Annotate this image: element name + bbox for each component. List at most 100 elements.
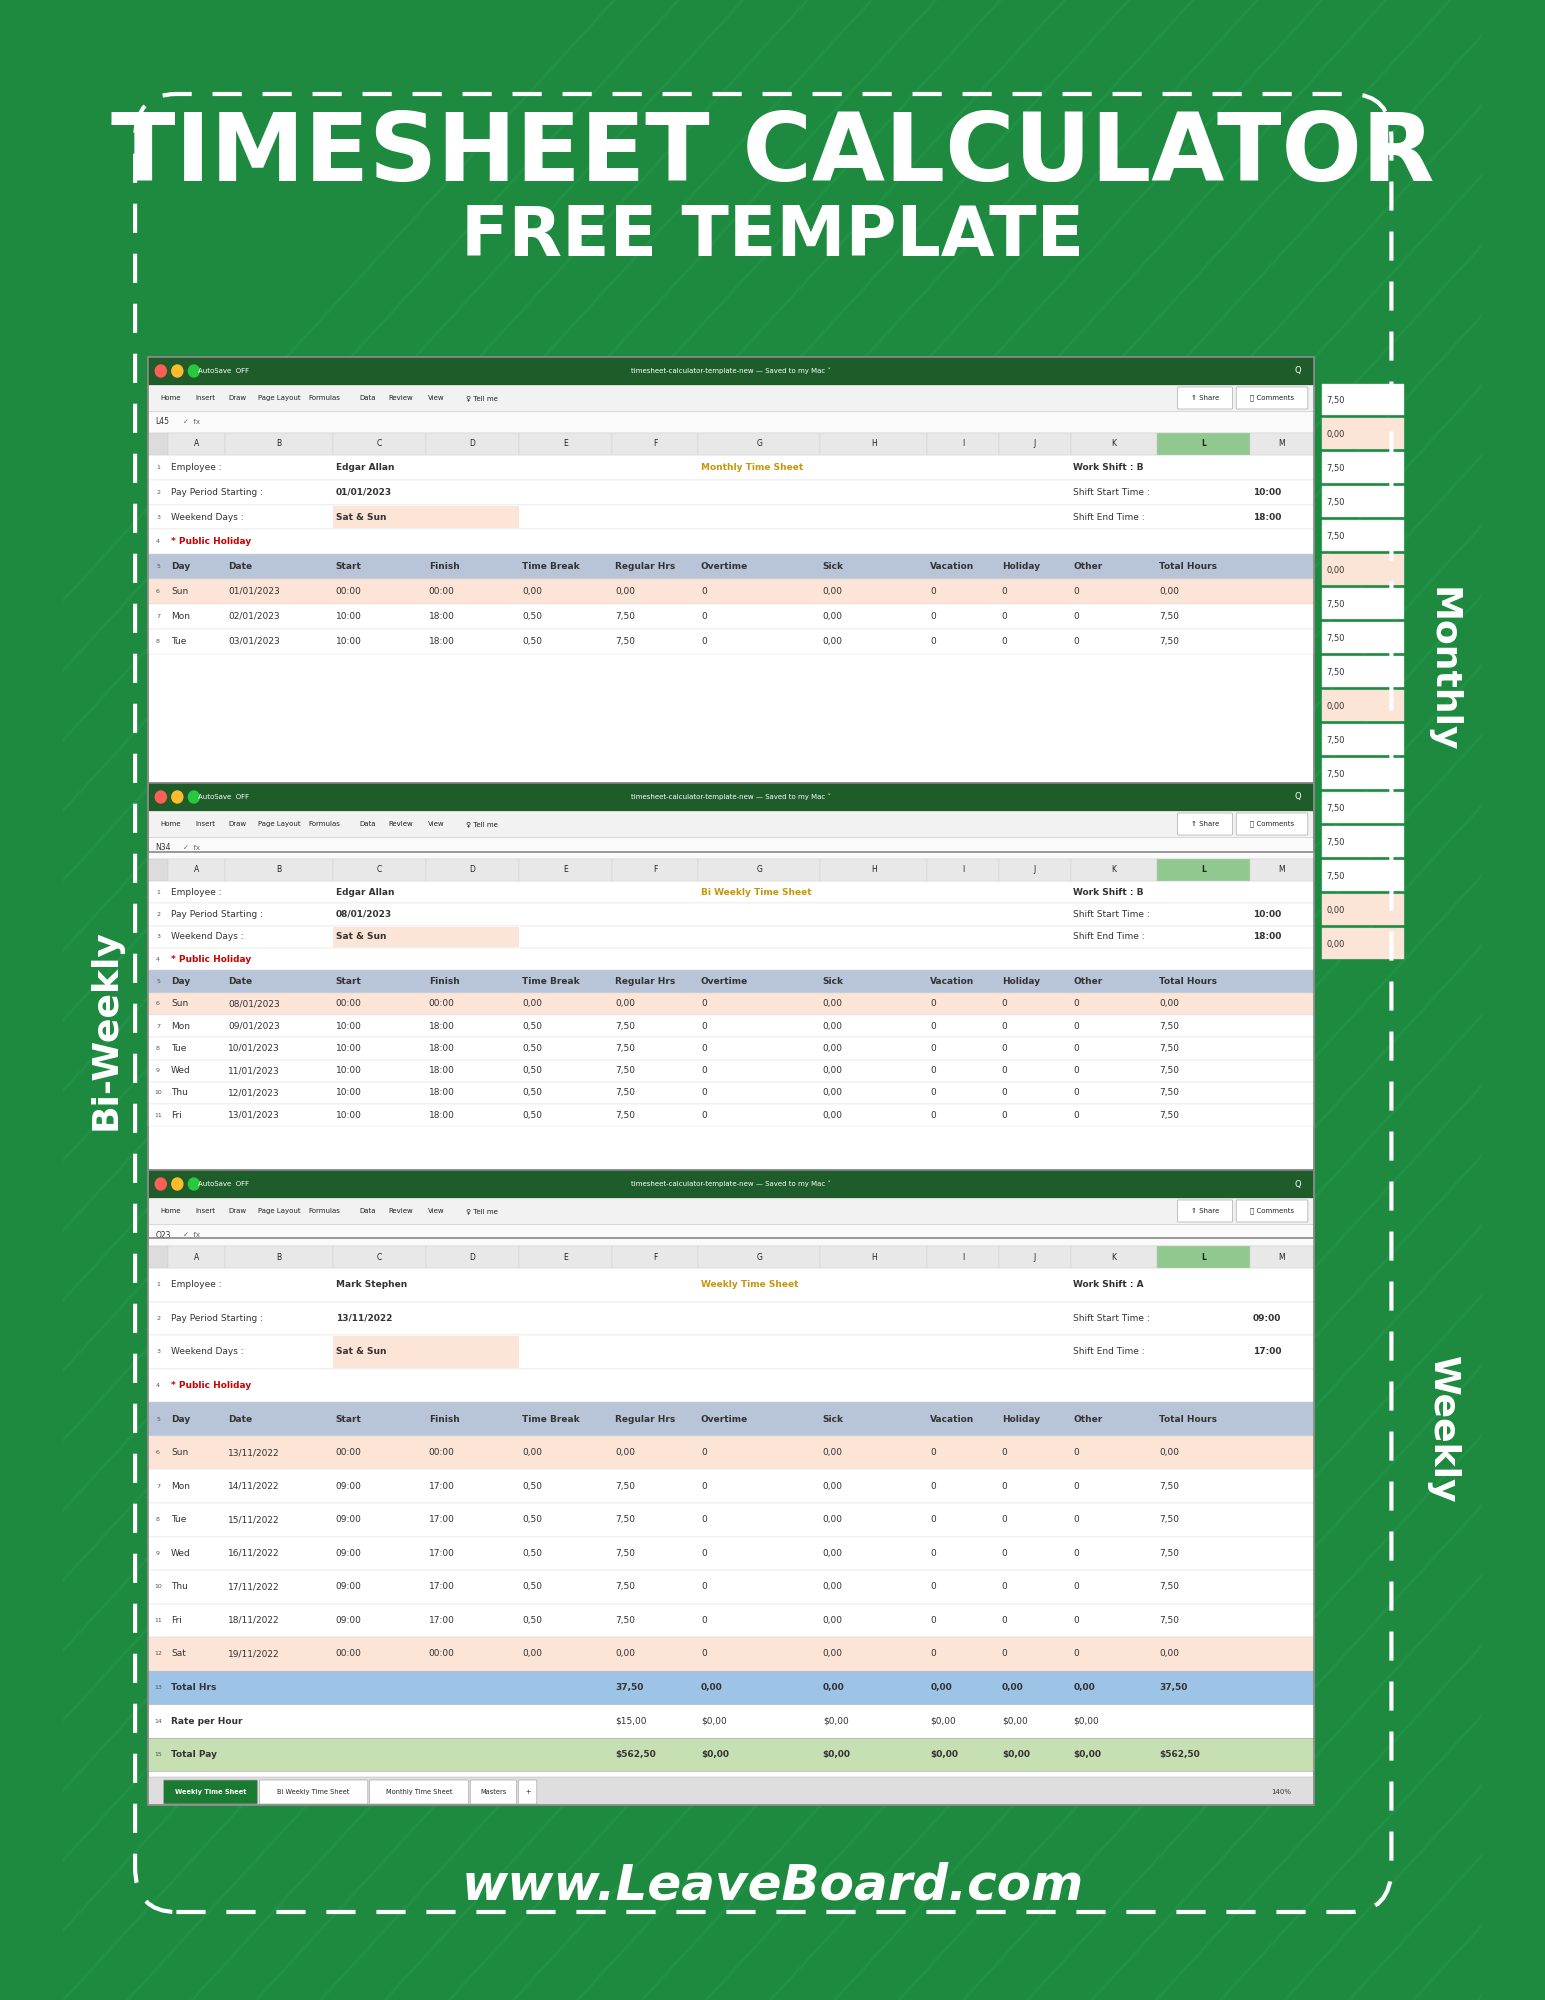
Text: $562,50: $562,50 — [615, 1750, 655, 1760]
Text: 0: 0 — [701, 1548, 706, 1558]
FancyBboxPatch shape — [148, 1368, 1315, 1402]
FancyBboxPatch shape — [1321, 860, 1404, 892]
Text: $0,00: $0,00 — [930, 1716, 956, 1726]
Text: ⎓ Comments: ⎓ Comments — [1250, 394, 1295, 402]
FancyBboxPatch shape — [148, 1502, 1315, 1536]
Text: 0: 0 — [701, 1650, 706, 1658]
Text: 6: 6 — [156, 1450, 161, 1456]
Text: 8: 8 — [156, 638, 161, 644]
Text: K: K — [1111, 440, 1115, 448]
Text: 0: 0 — [701, 586, 706, 596]
Text: ⇑ Share: ⇑ Share — [1191, 1208, 1219, 1214]
Text: O23: O23 — [156, 1230, 171, 1240]
Text: 0: 0 — [701, 1066, 706, 1076]
Text: 08/01/2023: 08/01/2023 — [335, 910, 392, 918]
FancyBboxPatch shape — [1071, 860, 1157, 880]
FancyBboxPatch shape — [148, 604, 1315, 628]
FancyBboxPatch shape — [148, 504, 1315, 530]
Text: 0,00: 0,00 — [701, 1684, 723, 1692]
Text: 0: 0 — [1001, 1482, 1007, 1490]
Text: Draw: Draw — [229, 1208, 247, 1214]
FancyBboxPatch shape — [148, 1638, 1315, 1670]
Circle shape — [156, 364, 167, 376]
Text: 2: 2 — [156, 912, 161, 916]
Text: 13: 13 — [154, 1686, 162, 1690]
Text: Insert: Insert — [196, 1208, 216, 1214]
Text: 00:00: 00:00 — [430, 586, 454, 596]
Text: Mon: Mon — [171, 1482, 190, 1490]
Text: 14: 14 — [154, 1718, 162, 1724]
Text: 0: 0 — [701, 1022, 706, 1030]
Text: 0: 0 — [1074, 1616, 1080, 1624]
Text: 0,00: 0,00 — [823, 1110, 842, 1120]
Text: 10:00: 10:00 — [335, 636, 362, 646]
Text: Data: Data — [358, 1208, 375, 1214]
Text: Draw: Draw — [229, 820, 247, 828]
Text: 0,50: 0,50 — [522, 1044, 542, 1052]
Text: Holiday: Holiday — [1001, 562, 1040, 572]
FancyBboxPatch shape — [1321, 588, 1404, 620]
Text: 0,00: 0,00 — [823, 1482, 842, 1490]
Text: 0: 0 — [1001, 1088, 1007, 1098]
Text: ⎓ Comments: ⎓ Comments — [1250, 820, 1295, 828]
Text: 7,50: 7,50 — [615, 1022, 635, 1030]
Text: 0: 0 — [930, 1616, 936, 1624]
Text: Bi-Weekly: Bi-Weekly — [88, 930, 122, 1130]
Text: 09:00: 09:00 — [335, 1616, 362, 1624]
Text: 18:00: 18:00 — [430, 1066, 454, 1076]
Text: 0: 0 — [701, 1448, 706, 1458]
Text: 8: 8 — [156, 1518, 161, 1522]
Text: 37,50: 37,50 — [1159, 1684, 1188, 1692]
Text: Mark Stephen: Mark Stephen — [335, 1280, 406, 1290]
FancyBboxPatch shape — [148, 1082, 1315, 1104]
Text: 2: 2 — [156, 490, 161, 494]
FancyBboxPatch shape — [148, 1038, 1315, 1060]
Text: 0: 0 — [1001, 1022, 1007, 1030]
Text: L45: L45 — [156, 418, 170, 426]
Text: Insert: Insert — [196, 396, 216, 400]
FancyBboxPatch shape — [148, 628, 1315, 654]
Text: www.LeaveBoard.com: www.LeaveBoard.com — [462, 1860, 1083, 1908]
Text: ⇑ Share: ⇑ Share — [1191, 396, 1219, 400]
FancyBboxPatch shape — [148, 384, 1315, 412]
Text: 17:00: 17:00 — [430, 1616, 454, 1624]
Circle shape — [171, 790, 182, 802]
Text: 0,00: 0,00 — [823, 1516, 842, 1524]
FancyBboxPatch shape — [148, 1470, 1315, 1502]
Circle shape — [171, 364, 182, 376]
Text: 6: 6 — [156, 588, 161, 594]
Text: Total Hours: Total Hours — [1159, 562, 1217, 572]
Text: 0,00: 0,00 — [522, 586, 542, 596]
Text: 7: 7 — [156, 1484, 161, 1488]
FancyBboxPatch shape — [426, 860, 519, 880]
Text: 0: 0 — [1001, 1516, 1007, 1524]
FancyBboxPatch shape — [148, 1402, 1315, 1436]
Text: Monthly: Monthly — [1426, 588, 1460, 752]
Text: 4: 4 — [156, 956, 161, 962]
Text: 0: 0 — [1074, 636, 1080, 646]
FancyBboxPatch shape — [148, 434, 168, 456]
Text: 0: 0 — [1074, 1548, 1080, 1558]
Text: Time Break: Time Break — [522, 1414, 579, 1424]
Text: 0: 0 — [1001, 1000, 1007, 1008]
Text: 03/01/2023: 03/01/2023 — [229, 636, 280, 646]
Text: 7,50: 7,50 — [1326, 872, 1344, 880]
FancyBboxPatch shape — [148, 1014, 1315, 1038]
Text: N34: N34 — [156, 844, 171, 852]
FancyBboxPatch shape — [820, 1246, 927, 1268]
Text: 00:00: 00:00 — [335, 586, 362, 596]
FancyBboxPatch shape — [1321, 452, 1404, 482]
Text: 7,50: 7,50 — [1159, 1110, 1179, 1120]
Text: 0: 0 — [1001, 1650, 1007, 1658]
Text: 00:00: 00:00 — [430, 1000, 454, 1008]
FancyBboxPatch shape — [148, 926, 1315, 948]
FancyBboxPatch shape — [1236, 1200, 1307, 1222]
Text: $0,00: $0,00 — [823, 1750, 851, 1760]
Text: Review: Review — [388, 1208, 414, 1214]
Text: Date: Date — [229, 562, 252, 572]
Text: 0: 0 — [1074, 1448, 1080, 1458]
FancyBboxPatch shape — [1250, 434, 1315, 456]
Text: Sat & Sun: Sat & Sun — [335, 1348, 386, 1356]
FancyBboxPatch shape — [148, 356, 1315, 852]
Text: 0,00: 0,00 — [823, 1088, 842, 1098]
